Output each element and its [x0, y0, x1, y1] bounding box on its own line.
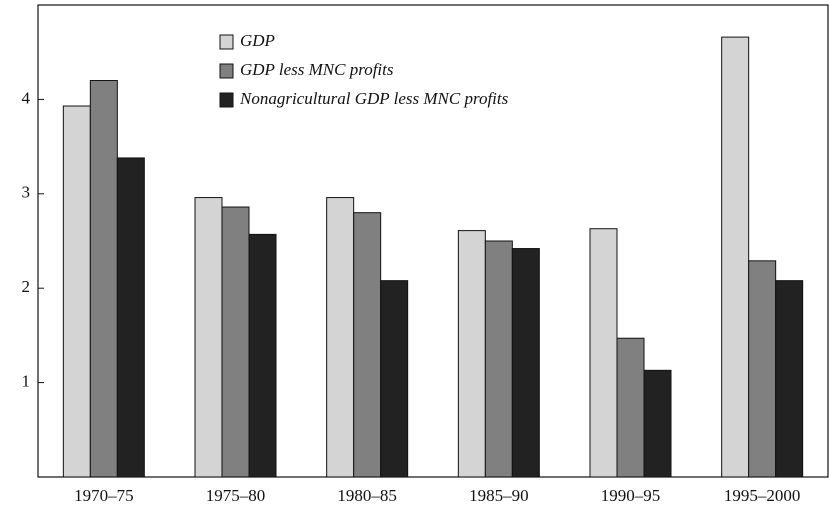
legend-label: GDP	[240, 31, 275, 50]
bar	[748, 260, 777, 478]
y-tick-label: 2	[22, 277, 31, 296]
bar	[89, 80, 118, 478]
legend-label: GDP less MNC profits	[240, 60, 394, 79]
bar	[589, 228, 618, 478]
bar	[643, 369, 672, 478]
legend-swatch	[219, 63, 234, 79]
x-tick-label: 1995–2000	[724, 486, 801, 505]
bar	[775, 280, 804, 478]
bar	[616, 337, 645, 478]
bar	[511, 248, 540, 478]
bar	[721, 36, 750, 478]
y-tick-label: 1	[22, 372, 31, 391]
bar	[221, 206, 250, 478]
plot-frame	[37, 4, 829, 478]
y-tick-label: 4	[22, 88, 31, 107]
x-tick-label: 1985–90	[469, 486, 529, 505]
bar	[194, 197, 223, 478]
x-tick-label: 1990–95	[601, 486, 661, 505]
bar	[116, 157, 145, 478]
x-tick-label: 1970–75	[74, 486, 134, 505]
legend-swatch	[219, 92, 234, 108]
legend-label: Nonagricultural GDP less MNC profits	[239, 89, 509, 108]
y-tick-label: 3	[22, 183, 31, 202]
bar	[457, 230, 486, 478]
bar	[484, 240, 513, 478]
bar	[353, 212, 382, 478]
x-tick-label: 1980–85	[337, 486, 397, 505]
bar	[326, 197, 355, 478]
legend-swatch	[219, 34, 234, 50]
bar	[380, 280, 409, 478]
bar	[62, 105, 91, 478]
bar	[248, 233, 277, 478]
x-tick-label: 1975–80	[206, 486, 266, 505]
